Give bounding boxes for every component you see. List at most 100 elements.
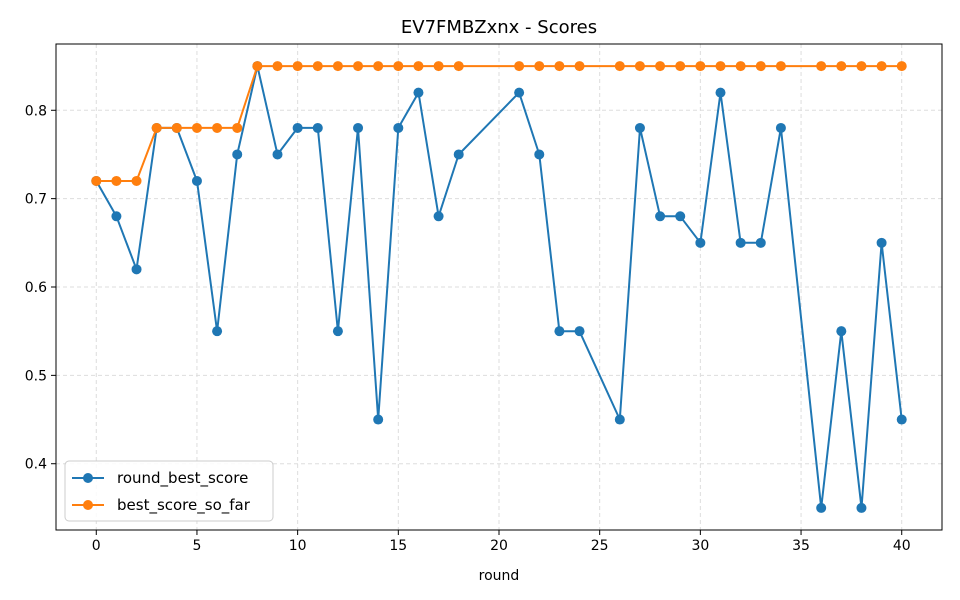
- data-point: [695, 61, 706, 72]
- data-point: [332, 326, 343, 337]
- data-point: [534, 149, 545, 160]
- data-point: [655, 211, 666, 222]
- data-point: [816, 61, 827, 72]
- data-point: [373, 414, 384, 425]
- data-point: [574, 61, 585, 72]
- data-point: [373, 61, 384, 72]
- series-group: [91, 61, 907, 513]
- data-point: [252, 61, 263, 72]
- legend-marker: [83, 473, 93, 483]
- data-point: [312, 122, 323, 133]
- data-point: [634, 122, 645, 133]
- data-point: [131, 264, 142, 275]
- data-point: [775, 61, 786, 72]
- x-tick-label: 20: [490, 538, 508, 554]
- data-point: [312, 61, 323, 72]
- data-point: [212, 326, 223, 337]
- data-point: [715, 87, 726, 98]
- data-point: [554, 61, 565, 72]
- data-point: [715, 61, 726, 72]
- data-point: [353, 61, 364, 72]
- legend-item: round_best_score: [72, 469, 248, 488]
- data-point: [191, 122, 202, 133]
- y-tick-label: 0.6: [25, 280, 47, 296]
- data-point: [816, 502, 827, 513]
- data-point: [856, 61, 867, 72]
- data-point: [735, 61, 746, 72]
- data-point: [453, 149, 464, 160]
- data-point: [292, 61, 303, 72]
- data-point: [453, 61, 464, 72]
- data-point: [574, 326, 585, 337]
- x-tick-label: 15: [389, 538, 407, 554]
- data-point: [232, 122, 243, 133]
- data-point: [695, 237, 706, 248]
- data-point: [755, 61, 766, 72]
- data-point: [433, 61, 444, 72]
- y-tick-label: 0.7: [25, 192, 47, 208]
- y-axis: 0.4 0.5 0.6 0.7 0.8: [25, 103, 56, 473]
- data-point: [393, 61, 404, 72]
- legend-marker: [83, 500, 93, 510]
- x-tick-label: 35: [792, 538, 810, 554]
- x-tick-label: 0: [92, 538, 101, 554]
- data-point: [91, 175, 102, 186]
- data-point: [171, 122, 182, 133]
- legend-label: best_score_so_far: [117, 496, 251, 515]
- x-tick-label: 30: [691, 538, 709, 554]
- data-point: [634, 61, 645, 72]
- data-point: [614, 61, 625, 72]
- y-tick-label: 0.5: [25, 368, 47, 384]
- data-point: [735, 237, 746, 248]
- y-tick-label: 0.4: [25, 457, 47, 473]
- data-point: [755, 237, 766, 248]
- data-point: [332, 61, 343, 72]
- data-point: [353, 122, 364, 133]
- data-point: [272, 61, 283, 72]
- data-point: [272, 149, 283, 160]
- data-point: [292, 122, 303, 133]
- data-point: [614, 414, 625, 425]
- data-point: [413, 61, 424, 72]
- data-point: [212, 122, 223, 133]
- data-point: [896, 414, 907, 425]
- data-point: [836, 61, 847, 72]
- data-point: [675, 61, 686, 72]
- data-point: [876, 237, 887, 248]
- x-axis-label: round: [479, 568, 520, 584]
- data-point: [675, 211, 686, 222]
- legend-box: [64, 460, 274, 522]
- data-point: [534, 61, 545, 72]
- x-tick-label: 40: [893, 538, 911, 554]
- data-point: [554, 326, 565, 337]
- data-point: [775, 122, 786, 133]
- data-point: [433, 211, 444, 222]
- data-point: [655, 61, 666, 72]
- data-point: [836, 326, 847, 337]
- chart-title: EV7FMBZxnx - Scores: [401, 17, 597, 38]
- legend-label: round_best_score: [117, 469, 248, 488]
- data-point: [393, 122, 404, 133]
- data-point: [191, 175, 202, 186]
- y-tick-label: 0.8: [25, 103, 47, 119]
- data-point: [413, 87, 424, 98]
- data-point: [896, 61, 907, 72]
- data-point: [111, 211, 122, 222]
- legend: round_best_score best_score_so_far: [64, 460, 274, 522]
- x-axis: 0 5 10 15 20 25 30 35 40: [92, 530, 911, 554]
- x-tick-label: 10: [289, 538, 307, 554]
- data-point: [151, 122, 162, 133]
- legend-item: best_score_so_far: [72, 496, 251, 515]
- data-point: [232, 149, 243, 160]
- data-point: [111, 175, 122, 186]
- data-point: [876, 61, 887, 72]
- data-point: [514, 61, 525, 72]
- series-best_score_so_far: [91, 61, 907, 186]
- data-point: [856, 502, 867, 513]
- x-tick-label: 25: [591, 538, 609, 554]
- data-point: [514, 87, 525, 98]
- x-tick-label: 5: [192, 538, 201, 554]
- data-point: [131, 175, 142, 186]
